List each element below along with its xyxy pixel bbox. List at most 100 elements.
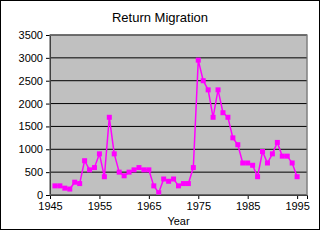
marker bbox=[57, 183, 62, 188]
x-tick-mark bbox=[248, 195, 249, 199]
marker bbox=[265, 161, 270, 166]
plot-frame bbox=[50, 35, 307, 195]
chart: 0500100015002000250030003500194519551965… bbox=[0, 0, 320, 230]
marker bbox=[127, 170, 132, 175]
marker bbox=[67, 187, 72, 192]
x-tick: 1975 bbox=[187, 195, 211, 212]
chart-border bbox=[1, 1, 320, 230]
x-tick: 1945 bbox=[38, 195, 62, 212]
marker bbox=[225, 115, 230, 120]
y-tick: 3000 bbox=[19, 52, 50, 64]
marker bbox=[275, 140, 280, 145]
marker bbox=[132, 167, 137, 172]
marker bbox=[136, 165, 141, 170]
x-axis: 1945 1955 1965 1975 1985 1995 bbox=[38, 195, 310, 212]
marker bbox=[196, 58, 201, 63]
y-tick: 500 bbox=[25, 166, 50, 178]
marker bbox=[112, 151, 117, 156]
x-tick: 1955 bbox=[88, 195, 112, 212]
grid-line bbox=[50, 57, 307, 58]
y-tick-label: 3000 bbox=[19, 52, 43, 64]
marker bbox=[156, 190, 161, 195]
marker bbox=[186, 181, 191, 186]
x-tick-label: 1955 bbox=[88, 200, 112, 212]
marker bbox=[92, 165, 97, 170]
y-tick-label: 2500 bbox=[19, 75, 43, 87]
marker bbox=[176, 183, 181, 188]
y-tick-label: 3500 bbox=[19, 29, 43, 41]
y-tick-mark bbox=[46, 58, 50, 59]
x-tick-label: 1965 bbox=[137, 200, 161, 212]
grid bbox=[50, 35, 307, 195]
x-tick: 1965 bbox=[137, 195, 161, 212]
series bbox=[52, 58, 299, 195]
grid-line bbox=[50, 103, 307, 104]
y-tick-mark bbox=[46, 195, 50, 196]
x-tick-label: 1985 bbox=[236, 200, 260, 212]
marker bbox=[141, 167, 146, 172]
marker bbox=[97, 151, 102, 156]
marker bbox=[181, 181, 186, 186]
marker bbox=[206, 87, 211, 92]
marker bbox=[230, 135, 235, 140]
marker bbox=[151, 183, 156, 188]
x-tick: 1995 bbox=[285, 195, 309, 212]
y-tick: 1000 bbox=[19, 143, 50, 155]
x-axis-title: Year bbox=[167, 215, 190, 227]
title: Return Migration bbox=[112, 10, 208, 25]
marker bbox=[270, 151, 275, 156]
marker bbox=[191, 165, 196, 170]
x-tick-label: 1995 bbox=[285, 200, 309, 212]
marker bbox=[146, 167, 151, 172]
marker bbox=[285, 154, 290, 159]
x-tick-mark bbox=[149, 195, 150, 199]
x-tick: 1985 bbox=[236, 195, 260, 212]
marker bbox=[77, 181, 82, 186]
y-tick: 1500 bbox=[19, 120, 50, 132]
y-tick-label: 1500 bbox=[19, 120, 43, 132]
marker bbox=[161, 177, 166, 182]
marker bbox=[166, 179, 171, 184]
marker bbox=[211, 115, 216, 120]
y-tick-mark bbox=[46, 126, 50, 127]
grid-line bbox=[50, 149, 307, 150]
y-tick: 2500 bbox=[19, 75, 50, 87]
marker bbox=[171, 177, 176, 182]
x-tick-label: 1975 bbox=[187, 200, 211, 212]
x-tick-mark bbox=[50, 195, 51, 199]
marker bbox=[62, 186, 67, 191]
y-tick-mark bbox=[46, 149, 50, 150]
plot-area bbox=[50, 35, 307, 195]
marker bbox=[295, 174, 300, 179]
x-tick-label: 1945 bbox=[38, 200, 62, 212]
y-tick: 2000 bbox=[19, 98, 50, 110]
marker bbox=[240, 161, 245, 166]
y-tick: 3500 bbox=[19, 29, 50, 41]
marker bbox=[102, 174, 107, 179]
grid-line bbox=[50, 126, 307, 127]
marker bbox=[201, 78, 206, 83]
y-tick-mark bbox=[46, 172, 50, 173]
grid-line bbox=[50, 80, 307, 81]
y-tick-mark bbox=[46, 35, 50, 36]
line bbox=[55, 60, 297, 193]
y-tick-mark bbox=[46, 104, 50, 105]
marker bbox=[250, 163, 255, 168]
x-tick-mark bbox=[297, 195, 298, 199]
y-axis: 0500100015002000250030003500 bbox=[19, 29, 51, 201]
marker bbox=[82, 158, 87, 163]
marker bbox=[290, 161, 295, 166]
marker bbox=[107, 115, 112, 120]
x-axis-line bbox=[51, 196, 308, 200]
marker bbox=[280, 154, 285, 159]
marker bbox=[255, 174, 260, 179]
marker bbox=[87, 167, 92, 172]
marker bbox=[220, 110, 225, 115]
marker bbox=[216, 87, 221, 92]
marker bbox=[235, 142, 240, 147]
y-tick-label: 500 bbox=[25, 166, 43, 178]
y-tick-label: 1000 bbox=[19, 143, 43, 155]
marker bbox=[260, 149, 265, 154]
marker bbox=[117, 170, 122, 175]
x-tick-mark bbox=[99, 195, 100, 199]
